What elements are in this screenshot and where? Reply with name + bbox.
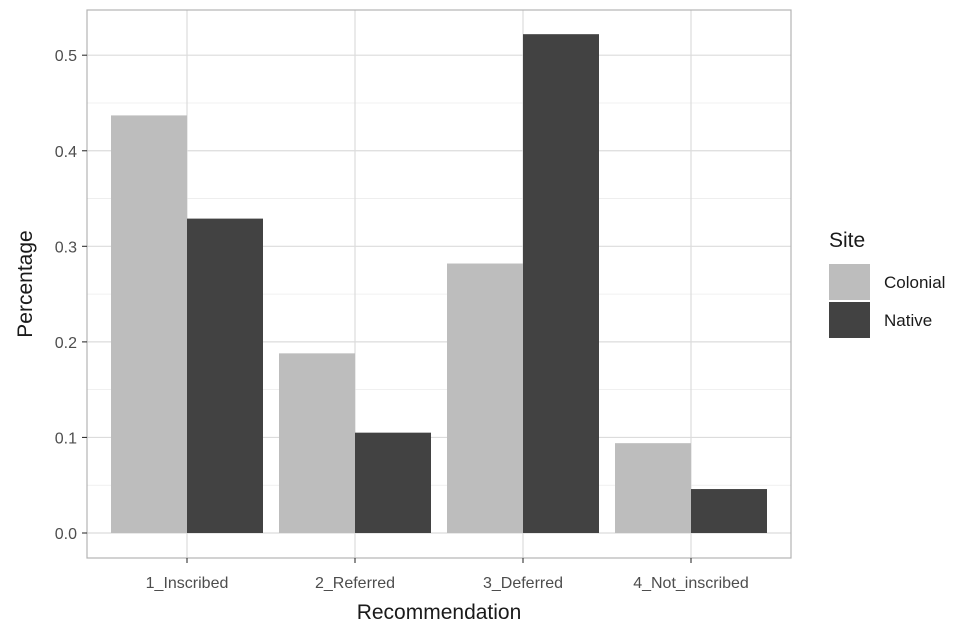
x-tick-labels: 1_Inscribed 2_Referred 3_Deferred 4_Not_ins… — [146, 575, 749, 592]
y-tick-label: 0.3 — [55, 239, 77, 256]
legend-label-colonial: Colonial — [884, 273, 945, 292]
x-tick-label: 1_Inscribed — [146, 575, 229, 592]
legend-key-colonial — [829, 264, 870, 300]
axis-ticks — [82, 54, 692, 563]
bar-colonial-3 — [447, 263, 523, 533]
x-tick-label: 3_Deferred — [483, 575, 563, 592]
y-tick-label: 0.1 — [55, 430, 77, 447]
y-tick-label: 0.2 — [55, 335, 77, 352]
bar-native-4 — [691, 489, 767, 533]
legend-title: Site — [829, 229, 865, 252]
bar-native-2 — [355, 432, 431, 533]
y-tick-label: 0.4 — [55, 144, 77, 161]
legend: Site Colonial Native — [829, 229, 945, 338]
y-tick-label: 0.0 — [55, 526, 77, 543]
x-tick-label: 4_Not_inscribed — [633, 575, 749, 592]
x-axis-title: Recommendation — [357, 601, 522, 624]
y-tick-label: 0.5 — [55, 48, 77, 65]
bar-native-1 — [187, 218, 263, 533]
legend-key-native — [829, 302, 870, 338]
bars — [111, 34, 767, 534]
bar-colonial-2 — [279, 353, 355, 533]
y-tick-labels: 0.0 0.1 0.2 0.3 0.4 0.5 — [55, 48, 77, 543]
bar-colonial-1 — [111, 115, 187, 533]
panel-border — [86, 9, 792, 559]
bar-colonial-4 — [615, 443, 691, 533]
legend-label-native: Native — [884, 311, 932, 330]
x-tick-label: 2_Referred — [315, 575, 395, 592]
y-axis-title: Percentage — [14, 230, 37, 337]
bar-native-3 — [523, 34, 599, 534]
